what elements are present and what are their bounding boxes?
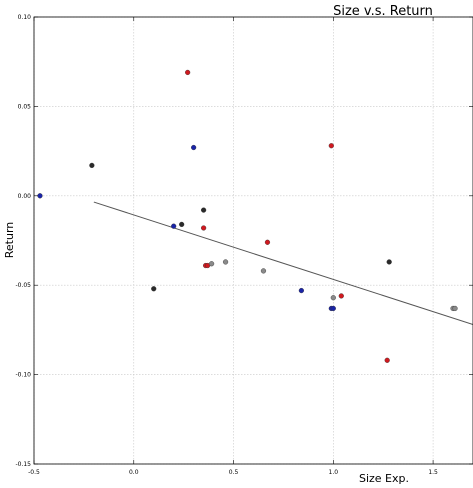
data-point-gray bbox=[208, 261, 215, 267]
data-point-blue bbox=[330, 305, 336, 312]
chart-title: Size v.s. Return bbox=[333, 4, 433, 19]
ticks: -0.5 0.0 0.5 1.0 1.5 0.10 0.05 0.00 -0.05 -0.10 -0… bbox=[15, 14, 473, 476]
data-point-blue bbox=[191, 144, 197, 151]
points bbox=[37, 69, 458, 363]
y-tick-label: -0.10 bbox=[15, 372, 31, 379]
x-tick-label: -0.5 bbox=[28, 469, 40, 476]
data-point-gray bbox=[222, 259, 229, 265]
data-point-gray bbox=[260, 268, 267, 274]
data-point-black bbox=[89, 162, 95, 169]
data-point-red bbox=[201, 225, 207, 231]
data-point-red bbox=[328, 143, 334, 149]
x-tick-label: 0.0 bbox=[129, 469, 139, 476]
y-tick-label: 0.05 bbox=[18, 103, 32, 110]
data-point-black bbox=[179, 221, 185, 228]
data-point-red bbox=[185, 69, 191, 76]
data-point-black bbox=[201, 207, 207, 213]
data-point-blue bbox=[298, 287, 304, 294]
data-point-gray bbox=[452, 305, 458, 312]
y-tick-label: -0.05 bbox=[15, 282, 31, 289]
plot-frame bbox=[33, 16, 473, 465]
data-point-red bbox=[264, 239, 271, 245]
data-point-red bbox=[384, 357, 390, 363]
data-point-blue bbox=[171, 223, 177, 229]
y-tick-label: 0.00 bbox=[18, 193, 32, 200]
data-point-gray bbox=[330, 295, 336, 301]
y-axis-label: Return bbox=[3, 222, 16, 259]
data-point-blue bbox=[37, 193, 43, 199]
x-tick-label: 1.0 bbox=[329, 469, 339, 476]
data-point-red bbox=[338, 293, 344, 299]
data-point-black bbox=[151, 286, 157, 292]
data-point-black bbox=[386, 259, 392, 265]
trendline bbox=[93, 201, 473, 326]
y-tick-label: 0.10 bbox=[18, 14, 32, 21]
x-tick-label: 0.5 bbox=[229, 469, 239, 476]
y-tick-label: -0.15 bbox=[15, 461, 31, 468]
x-axis-label: Size Exp. bbox=[359, 472, 409, 485]
grid bbox=[33, 16, 473, 465]
x-tick-label: 1.5 bbox=[428, 469, 438, 476]
